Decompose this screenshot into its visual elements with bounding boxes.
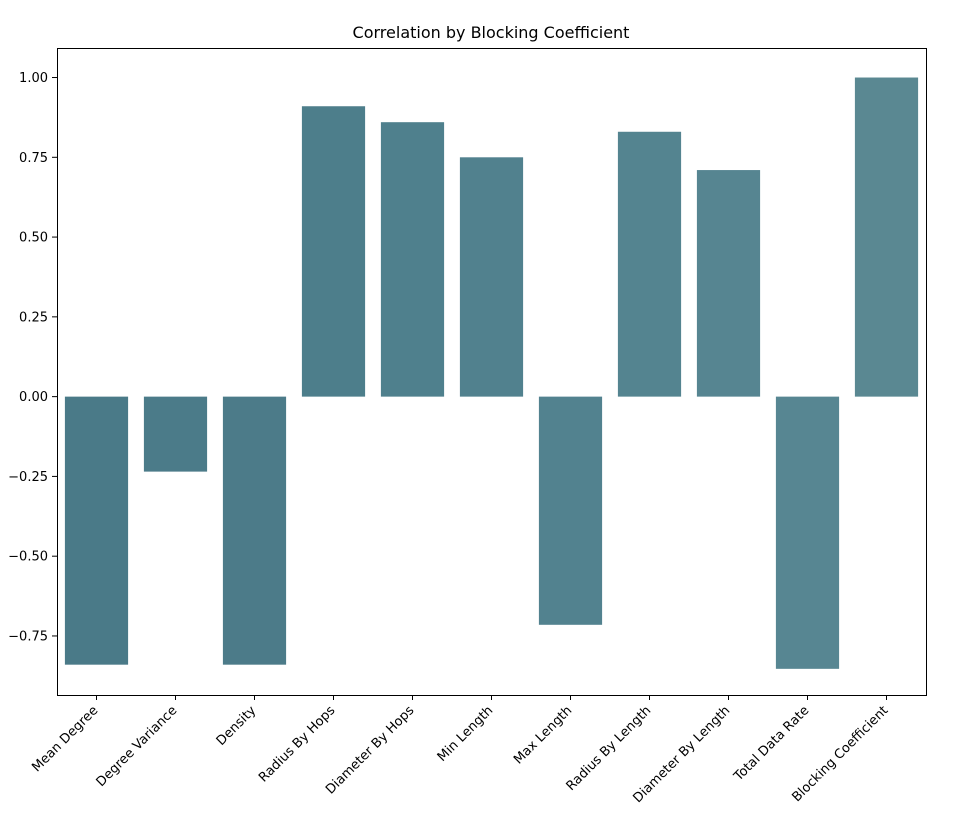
y-tick-label: 1.00 bbox=[19, 71, 48, 86]
bar-density bbox=[222, 396, 287, 665]
y-tick-label: 0.75 bbox=[19, 151, 48, 166]
y-axis-ticks: 1.00 0.75 0.50 0.25 0.00 −0.25 −0.50 −0.75 bbox=[8, 71, 57, 644]
x-tick-label: Max Length bbox=[511, 703, 575, 767]
bar-radius-by-hops bbox=[301, 106, 366, 397]
bar-min-length bbox=[459, 157, 524, 397]
x-tick-label: Diameter By Hops bbox=[323, 703, 417, 797]
x-tick-label: Degree Variance bbox=[94, 703, 181, 790]
y-tick-label: −0.25 bbox=[8, 470, 48, 485]
x-tick-label: Total Data Rate bbox=[731, 703, 813, 785]
x-tick-label: Radius By Hops bbox=[256, 703, 338, 785]
bars-layer bbox=[64, 77, 919, 669]
y-tick-label: 0.25 bbox=[19, 310, 48, 325]
y-tick-label: −0.50 bbox=[8, 550, 48, 565]
x-tick-label: Min Length bbox=[435, 703, 497, 765]
bar-diameter-by-length bbox=[696, 170, 761, 397]
x-tick-label: Density bbox=[214, 703, 260, 749]
y-tick-label: 0.50 bbox=[19, 231, 48, 246]
y-tick-label: 0.00 bbox=[19, 390, 48, 405]
bar-degree-variance bbox=[143, 396, 208, 472]
chart-title: Correlation by Blocking Coefficient bbox=[353, 23, 630, 42]
bar-diameter-by-hops bbox=[380, 122, 445, 397]
x-tick-label: Radius By Length bbox=[564, 703, 655, 794]
bar-total-data-rate bbox=[775, 396, 840, 669]
y-tick-label: −0.75 bbox=[8, 629, 48, 644]
bar-max-length bbox=[538, 396, 603, 625]
bar-blocking-coefficient bbox=[854, 77, 919, 397]
bar-radius-by-length bbox=[617, 131, 682, 397]
x-tick-label: Mean Degree bbox=[29, 703, 101, 775]
bar-mean-degree bbox=[64, 396, 129, 665]
